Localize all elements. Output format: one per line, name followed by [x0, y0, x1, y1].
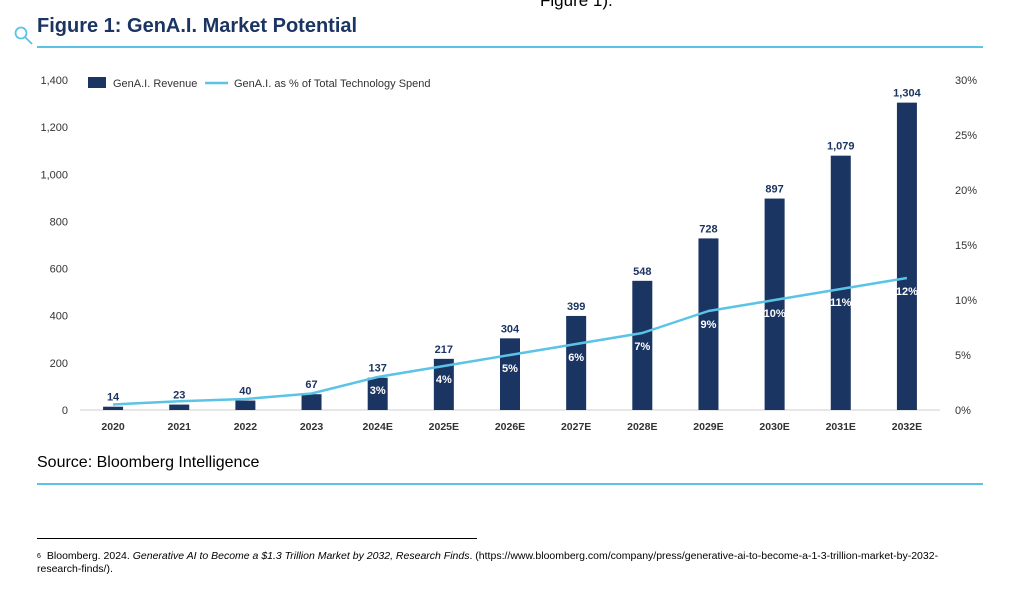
footnote-title: Generative AI to Become a $1.3 Trillion … — [132, 550, 470, 562]
footnote-marker: 6 — [37, 553, 41, 560]
footnote-url: . (https://www.bloomberg.com/company/pre… — [37, 550, 939, 575]
y-right-tick-label: 5% — [955, 350, 971, 362]
bar-revenue — [566, 315, 587, 410]
x-tick-label: 2025E — [429, 421, 459, 433]
bar-revenue — [433, 358, 454, 410]
x-tick-label: 2024E — [363, 421, 393, 433]
bar-revenue — [698, 238, 719, 410]
bar-value-label: 137 — [369, 363, 387, 375]
line-tech-spend — [113, 276, 908, 406]
y-left-tick-label: 400 — [50, 311, 68, 323]
footnote-text: Bloomberg. 2024. — [46, 550, 133, 562]
y-left-tick-label: 1,000 — [40, 169, 68, 181]
previous-caption-fragment: Figure 1). — [540, 0, 613, 10]
line-value-label: 10% — [764, 308, 786, 320]
y-left-tick-label: 800 — [50, 216, 68, 228]
bar-revenue — [764, 198, 785, 410]
x-tick-label: 2029E — [693, 421, 723, 433]
y-left-tick-label: 1,400 — [40, 75, 68, 87]
bar-revenue — [830, 155, 851, 410]
line-value-label: 3% — [370, 385, 386, 397]
figure-title: Figure 1: GenA.I. Market Potential — [37, 15, 358, 37]
y-right-tick-label: 20% — [955, 185, 977, 197]
source-divider — [37, 483, 983, 485]
y-right-tick-label: 0% — [955, 405, 971, 417]
x-tick-label: 2026E — [495, 421, 525, 433]
legend-line-label: GenA.I. as % of Total Technology Spend — [234, 78, 431, 90]
footnote-divider — [37, 538, 477, 539]
x-tick-label: 2032E — [892, 421, 922, 433]
x-tick-label: 2031E — [826, 421, 856, 433]
line-value-label: 11% — [830, 297, 852, 309]
source-note: Source: Bloomberg Intelligence — [37, 454, 260, 471]
x-tick-label: 2022 — [234, 421, 258, 433]
search-icon — [14, 26, 33, 45]
y-left-tick-label: 200 — [50, 358, 68, 370]
line-value-label: 12% — [896, 286, 918, 298]
bar-value-label: 897 — [765, 184, 783, 196]
bar-revenue — [103, 406, 124, 410]
footnote: 6 Bloomberg. 2024. Generative AI to Becom… — [37, 550, 977, 576]
y-left-tick-label: 1,200 — [40, 122, 68, 134]
title-divider — [37, 46, 983, 48]
x-tick-label: 2023 — [300, 421, 324, 433]
y-right-tick-label: 10% — [955, 295, 977, 307]
x-tick-label: 2027E — [561, 421, 591, 433]
x-tick-label: 2028E — [627, 421, 657, 433]
line-value-label: 9% — [701, 319, 717, 331]
line-value-label: 4% — [436, 374, 452, 386]
bar-revenue — [632, 280, 653, 410]
bar-value-label: 1,304 — [893, 88, 921, 100]
bar-revenue — [301, 394, 322, 410]
bar-value-label: 728 — [699, 223, 717, 235]
bar-revenue — [235, 400, 256, 410]
x-tick-label: 2030E — [759, 421, 789, 433]
bar-value-label: 40 — [239, 386, 251, 398]
bar-value-label: 1,079 — [827, 141, 855, 153]
y-right-tick-label: 15% — [955, 240, 977, 252]
bar-value-label: 399 — [567, 301, 585, 313]
bar-revenue — [896, 102, 917, 410]
bar-value-label: 304 — [501, 323, 520, 335]
bar-revenue — [169, 404, 190, 410]
y-left-tick-label: 0 — [62, 405, 68, 417]
bar-value-label: 14 — [107, 392, 120, 404]
x-tick-label: 2021 — [168, 421, 192, 433]
legend-bar-label: GenA.I. Revenue — [113, 78, 197, 90]
genai-market-chart: 0 200 400 600 800 1,000 1,200 1,400 0% 5% 10% 15% 20… — [40, 75, 977, 433]
bar-value-label: 67 — [305, 379, 317, 391]
bar-value-label: 23 — [173, 390, 185, 402]
y-right-tick-label: 30% — [955, 75, 977, 87]
line-value-label: 7% — [634, 341, 650, 353]
x-tick-label: 2020 — [101, 421, 125, 433]
y-right-tick-label: 25% — [955, 130, 977, 142]
legend-bar-swatch — [88, 77, 106, 88]
line-value-label: 6% — [568, 352, 584, 364]
bar-value-label: 548 — [633, 266, 651, 278]
bar-value-label: 217 — [435, 344, 453, 356]
y-left-tick-label: 600 — [50, 264, 68, 276]
bar-revenue — [367, 377, 388, 410]
line-value-label: 5% — [502, 363, 518, 375]
